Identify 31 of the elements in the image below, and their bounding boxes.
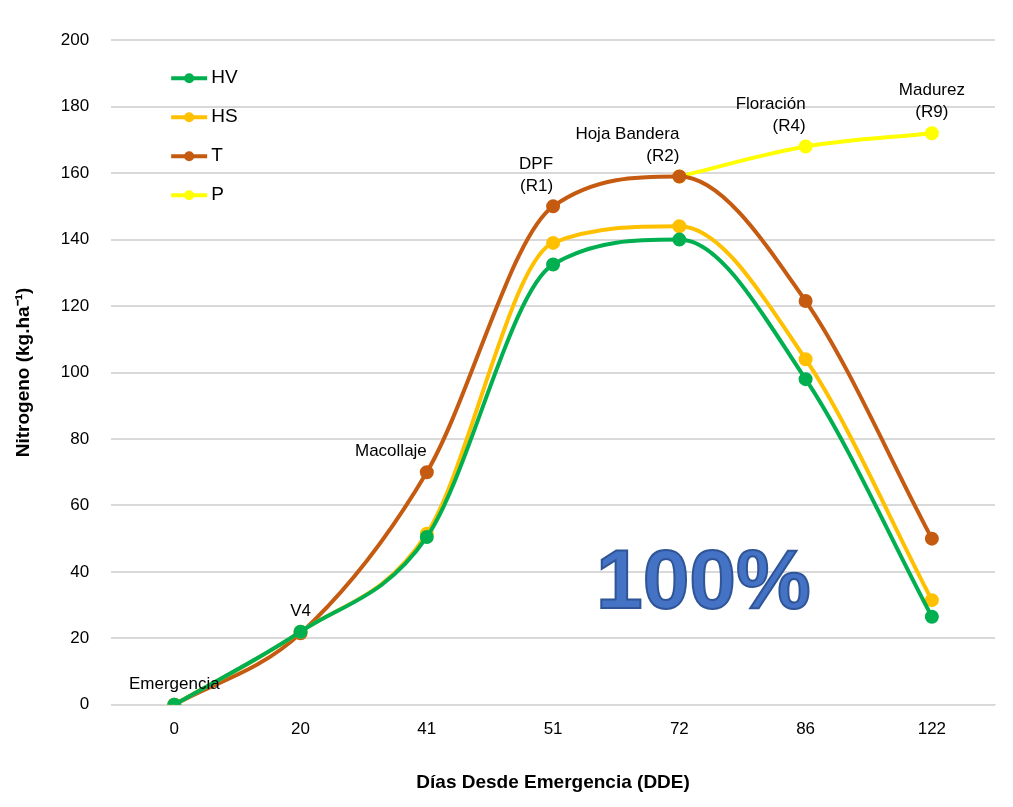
y-axis-title: Nitrogeno (kg.ha⁻¹) (11, 287, 33, 458)
y-tick-label: 40 (70, 561, 90, 581)
x-tick-label: 20 (291, 718, 311, 738)
y-tick-label: 20 (70, 628, 90, 648)
y-tick-label: 200 (60, 29, 90, 49)
annotation: 100% (595, 532, 811, 627)
y-tick-label: 80 (70, 428, 90, 448)
x-tick-label: 122 (917, 718, 947, 738)
y-tick-label: 100 (60, 362, 90, 382)
annotation: Macollaje (355, 441, 427, 461)
annotation: V4 (290, 600, 311, 620)
x-tick-label: 41 (417, 718, 437, 738)
y-tick-label: 120 (60, 295, 90, 315)
y-tick-label: 60 (70, 495, 90, 515)
legend-label: P (211, 183, 224, 205)
x-tick-label: 0 (169, 718, 180, 738)
y-tick-label: 140 (60, 229, 90, 249)
legend-label: HS (211, 105, 238, 127)
legend-label: HV (211, 66, 238, 88)
x-tick-label: 72 (669, 718, 689, 738)
y-tick-label: 180 (60, 96, 90, 116)
annotation: DPF (R1) (519, 153, 554, 195)
annotation: Floración (R4) (735, 93, 806, 135)
x-axis-title: Días Desde Emergencia (DDE) (416, 770, 690, 792)
x-tick-label: 51 (543, 718, 563, 738)
y-tick-label: 160 (60, 162, 90, 182)
x-tick-label: 86 (796, 718, 816, 738)
annotation: Hoja Bandera (R2) (575, 123, 680, 165)
legend-label: T (211, 144, 224, 166)
annotation: Madurez (R9) (898, 80, 965, 122)
y-tick-label: 0 (79, 694, 90, 714)
